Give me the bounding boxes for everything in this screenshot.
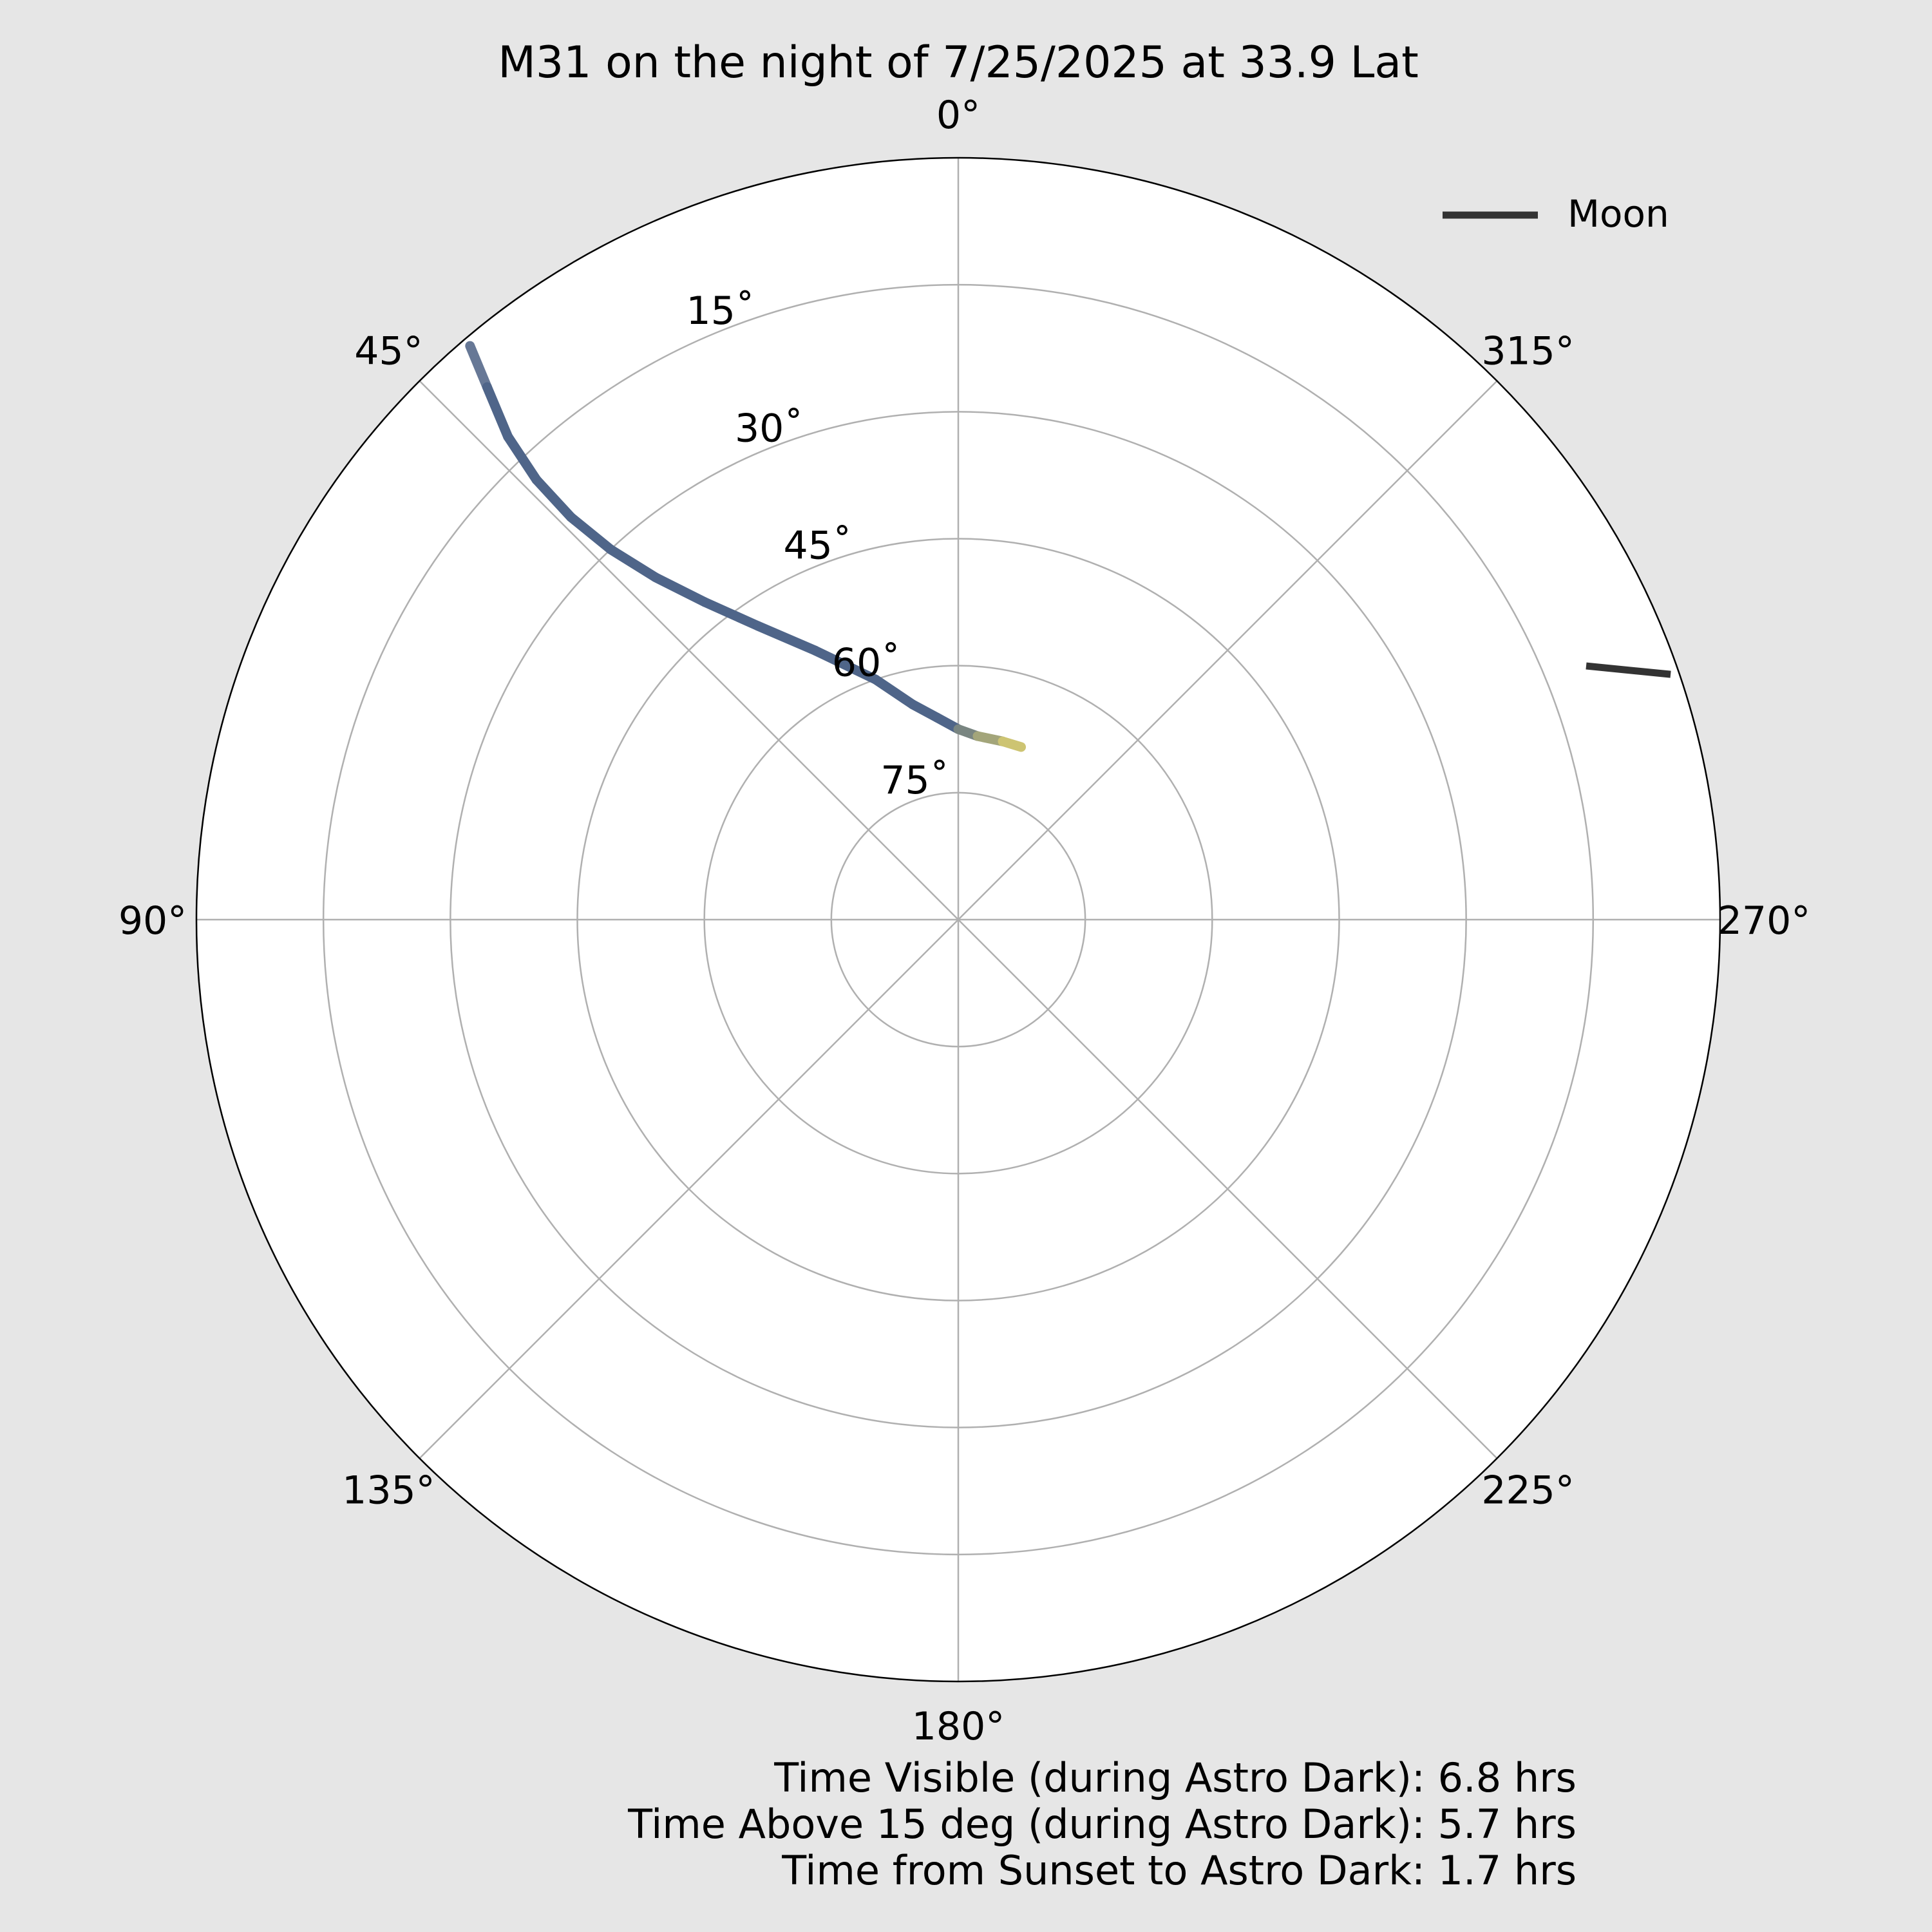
- angular-tick-label: 0°: [936, 93, 980, 138]
- object-track-segment: [531, 475, 576, 522]
- angular-grid-line: [958, 919, 1498, 1459]
- stat-time-above-15: Time Above 15 deg (during Astro Dark): 5…: [627, 1801, 1577, 1848]
- object-track-segment: [699, 597, 763, 631]
- series-layer: [465, 341, 1671, 752]
- angular-tick-label: 180°: [912, 1704, 1005, 1749]
- object-track-segment: [810, 645, 881, 685]
- radial-tick-label: 75˚: [880, 758, 949, 803]
- angular-tick-labels: 0° 45° 90° 135° 180° 225° 270° 315°: [118, 93, 1810, 1749]
- angular-grid-line: [419, 919, 959, 1459]
- angular-grid-line: [419, 380, 959, 920]
- object-track-segment: [565, 512, 616, 554]
- stats-annotations: Time Visible (during Astro Dark): 6.8 hr…: [627, 1754, 1577, 1894]
- radial-tick-label: 15˚: [687, 289, 755, 334]
- radial-tick-label: 45˚: [783, 524, 851, 569]
- radial-tick-label: 30˚: [735, 406, 803, 451]
- radial-tick-label: 60˚: [832, 641, 900, 686]
- object-track-segment: [650, 572, 710, 607]
- object-track-segment: [482, 382, 513, 442]
- angular-grid-line: [958, 380, 1498, 920]
- object-track-segment: [605, 544, 661, 582]
- angular-tick-label: 270°: [1718, 898, 1811, 943]
- object-track-segment: [998, 736, 1027, 752]
- angular-tick-label: 225°: [1481, 1468, 1575, 1513]
- object-track-segment: [503, 431, 542, 485]
- object-track-segment: [753, 621, 820, 656]
- radial-tick-labels: 15˚ 30˚ 45˚ 60˚ 75˚: [687, 289, 949, 803]
- stat-time-sunset-to-dark: Time from Sunset to Astro Dark: 1.7 hrs: [781, 1847, 1577, 1894]
- legend: Moon: [1443, 192, 1669, 236]
- plot-border: [195, 156, 1721, 1683]
- angular-tick-label: 45°: [354, 328, 422, 374]
- stat-time-visible: Time Visible (during Astro Dark): 6.8 hr…: [773, 1754, 1577, 1801]
- angular-tick-label: 315°: [1481, 328, 1575, 374]
- chart-title: M31 on the night of 7/25/2025 at 33.9 La…: [498, 37, 1419, 88]
- object-track-segment: [465, 341, 492, 392]
- object-track-segment: [871, 674, 918, 710]
- legend-moon-label: Moon: [1567, 192, 1669, 236]
- angular-tick-label: 135°: [342, 1468, 435, 1513]
- moon-track: [1586, 662, 1671, 678]
- angular-tick-label: 90°: [118, 898, 187, 943]
- polar-grid: [196, 158, 1720, 1681]
